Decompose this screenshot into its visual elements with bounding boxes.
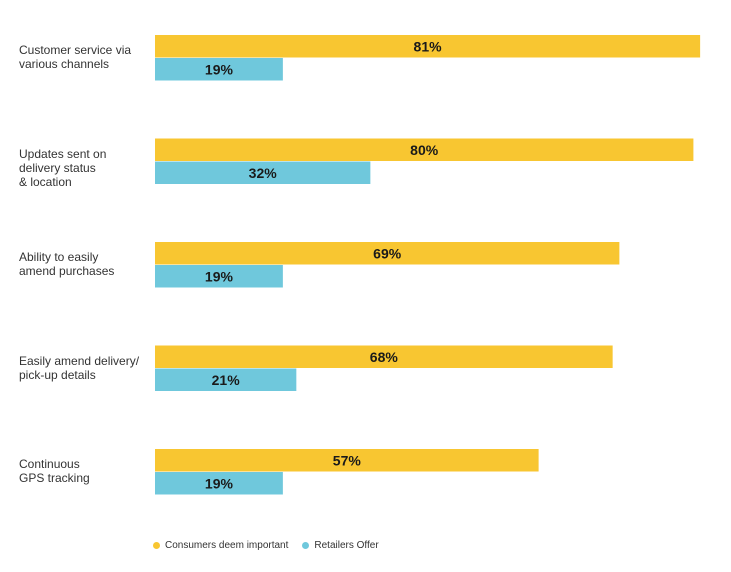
bar-consumers <box>155 138 694 161</box>
data-label: 57% <box>333 452 362 468</box>
bar-consumers <box>155 345 613 368</box>
legend-swatch <box>153 542 160 549</box>
category-label: Customer service via various channels <box>19 43 132 71</box>
bar-retailers <box>155 368 297 391</box>
legend-item-consumers: Consumers deem important <box>153 540 288 551</box>
bar-retailers <box>155 265 283 288</box>
legend-swatch <box>302 542 310 549</box>
bar-consumers <box>155 449 539 472</box>
data-label: 80% <box>410 142 439 158</box>
bar-consumers <box>155 242 620 265</box>
data-label: 81% <box>414 38 443 54</box>
bar-retailers <box>155 58 283 81</box>
bar-consumers <box>155 35 701 58</box>
data-label: 21% <box>212 372 241 388</box>
category-label: Ability to easily amend purchases <box>19 250 115 278</box>
data-label: 19% <box>205 61 234 77</box>
bar-retailers <box>155 472 283 495</box>
data-label: 32% <box>249 165 278 181</box>
category-label: Easily amend delivery/ pick-up details <box>19 353 140 382</box>
data-label: 19% <box>205 475 234 491</box>
category-label: Continuous GPS tracking <box>19 457 90 485</box>
legend-item-retailers: Retailers Offer <box>302 540 379 551</box>
legend-label: Consumers deem important <box>165 540 289 551</box>
legend-label: Retailers Offer <box>314 540 379 551</box>
data-label: 19% <box>205 268 234 284</box>
data-label: 68% <box>370 349 399 365</box>
category-label: Updates sent on delivery status & locati… <box>19 146 107 189</box>
legend: Consumers deem important Retailers Offer <box>153 540 379 551</box>
data-label: 69% <box>373 245 402 261</box>
bar-retailers <box>155 161 371 184</box>
